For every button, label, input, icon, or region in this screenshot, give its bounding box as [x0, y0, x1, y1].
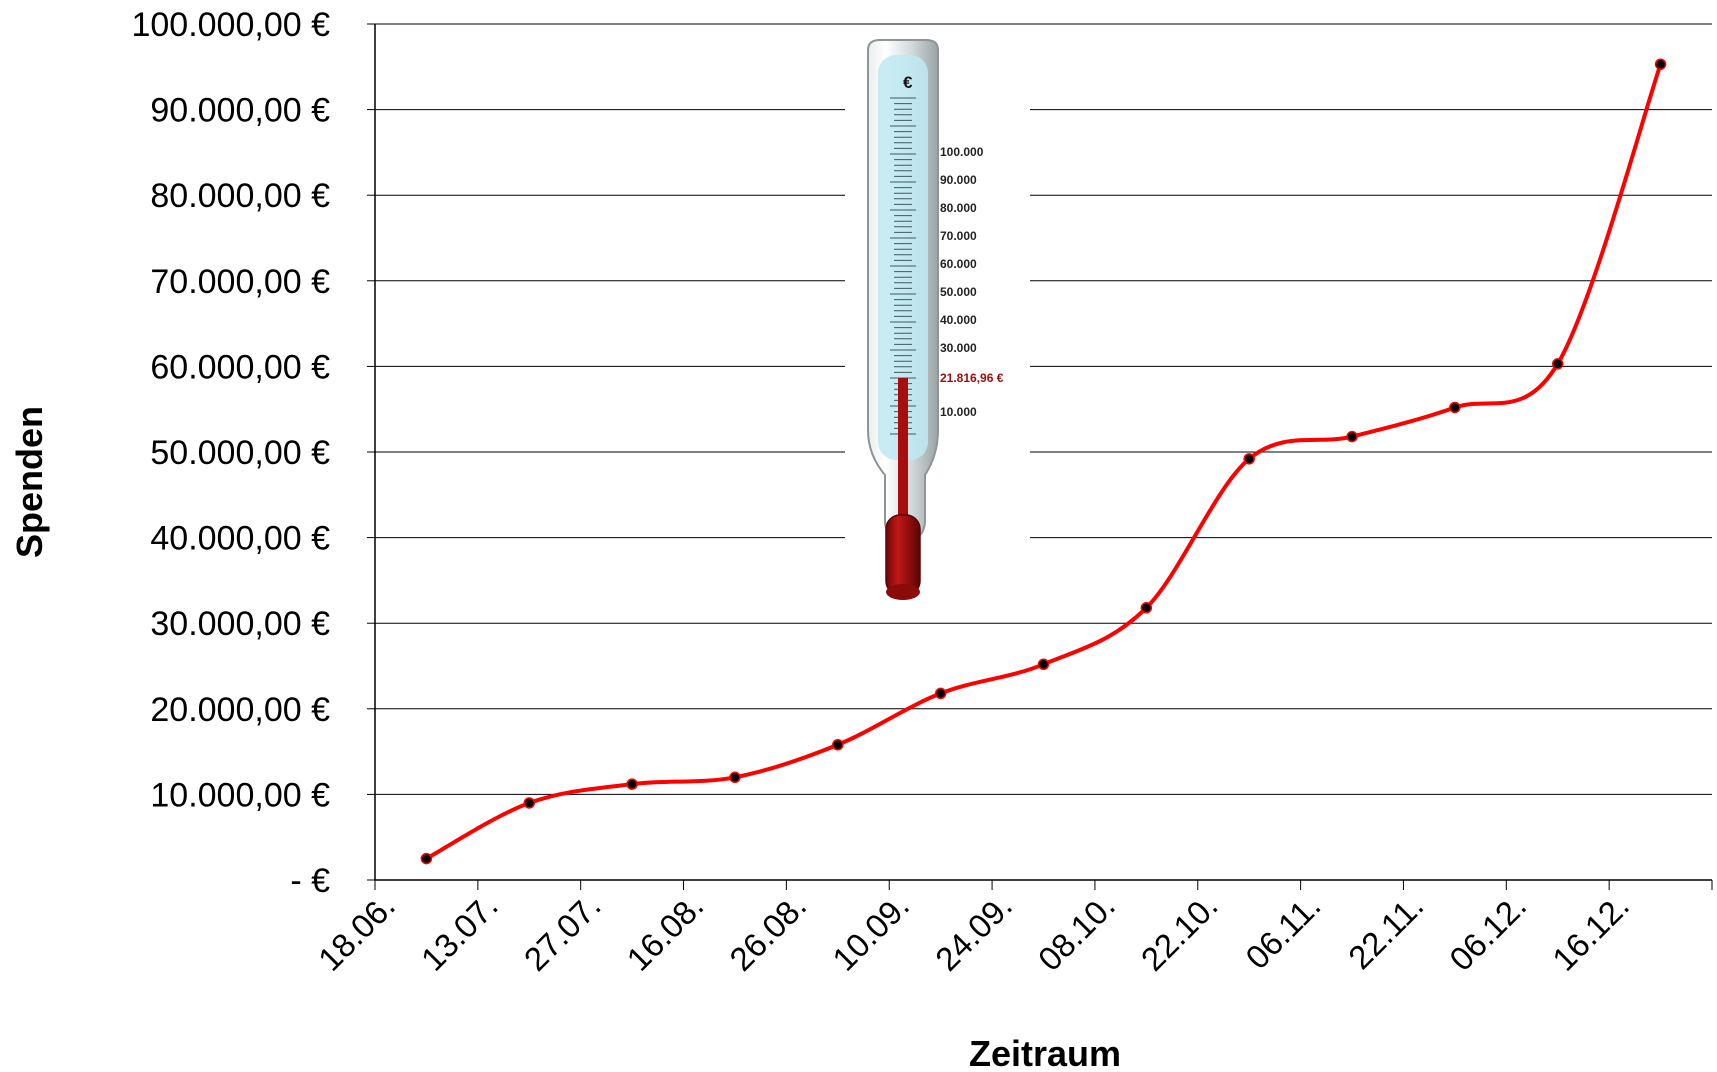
x-tick-label: 18.06.: [311, 887, 402, 978]
thermometer-bulb: [885, 514, 921, 596]
y-tick-label: - €: [290, 862, 330, 900]
y-axis-tick-labels: - € 10.000,00 € 20.000,00 € 30.000,00 € 40.0…: [131, 6, 330, 900]
data-point: [626, 778, 638, 790]
thermometer-scale-label: 90.000: [940, 173, 977, 187]
series-line: [425, 63, 1663, 861]
y-tick-label: 100.000,00 €: [131, 6, 330, 44]
data-point: [420, 852, 433, 865]
y-tick-label: 40.000,00 €: [150, 520, 330, 558]
donation-thermometer: € 100.000 90.000 80.000 70.000 60.000 50.000 4…: [845, 39, 1030, 600]
thermometer-scale-label: 40.000: [940, 313, 977, 327]
x-tick-label: 16.12.: [1545, 887, 1636, 978]
axes: [367, 23, 1713, 890]
thermometer-scale-label: 10.000: [940, 405, 977, 419]
thermometer-current-value: 21.816,96 €: [940, 371, 1004, 385]
data-point: [523, 797, 536, 809]
thermometer-scale-label: 70.000: [940, 229, 977, 243]
y-tick-label: 30.000,00 €: [150, 605, 330, 643]
x-tick-label: 22.11.: [1341, 887, 1430, 976]
y-axis-title: Spenden: [9, 406, 50, 558]
y-tick-label: 20.000,00 €: [150, 691, 330, 729]
data-point: [1551, 358, 1564, 370]
x-tick-label: 24.09.: [928, 887, 1019, 978]
data-point: [1243, 453, 1255, 465]
thermometer-fill: [898, 378, 908, 518]
data-point: [1037, 658, 1050, 671]
data-point: [1449, 401, 1461, 414]
thermometer-unit: €: [903, 73, 913, 92]
thermometer-glass: [878, 55, 928, 460]
x-tick-label: 10.09.: [825, 887, 916, 978]
x-tick-label: 08.10.: [1031, 887, 1122, 978]
x-tick-label: 27.07.: [517, 887, 608, 978]
thermometer-scale-label: 80.000: [940, 201, 977, 215]
gridlines: [375, 23, 1712, 795]
y-tick-label: 90.000,00 €: [150, 92, 330, 130]
y-tick-label: 50.000,00 €: [150, 434, 330, 472]
thermometer-bulb-base: [886, 584, 920, 600]
data-point: [1346, 430, 1358, 443]
x-tick-label: 26.08.: [722, 887, 813, 978]
thermometer-scale-label: 60.000: [940, 257, 977, 271]
x-tick-label: 16.08.: [619, 887, 710, 978]
data-point: [832, 739, 844, 751]
series-layer: [420, 58, 1667, 865]
x-tick-label: 22.10.: [1134, 887, 1225, 978]
data-point: [1140, 602, 1153, 614]
y-tick-label: 80.000,00 €: [150, 177, 330, 215]
y-tick-label: 70.000,00 €: [150, 263, 330, 301]
x-axis-title: Zeitraum: [969, 1033, 1121, 1072]
thermometer-scale-label: 50.000: [940, 285, 977, 299]
data-point: [1654, 58, 1667, 70]
x-tick-label: 06.12.: [1442, 887, 1533, 978]
y-tick-label: 60.000,00 €: [150, 348, 330, 386]
data-point: [934, 687, 947, 700]
thermometer-scale-labels: 100.000 90.000 80.000 70.000 60.000 50.000 40.…: [940, 145, 984, 419]
y-tick-label: 10.000,00 €: [150, 776, 330, 814]
x-axis-tick-labels: 18.06. 13.07. 27.07. 16.08. 26.08. 10.09. 24.0…: [311, 887, 1636, 978]
x-tick-label: 06.11.: [1238, 887, 1327, 976]
thermometer-scale-label: 30.000: [940, 341, 977, 355]
thermometer-scale-label: 100.000: [940, 145, 984, 159]
data-point: [729, 771, 741, 784]
x-tick-label: 13.07.: [414, 887, 505, 978]
